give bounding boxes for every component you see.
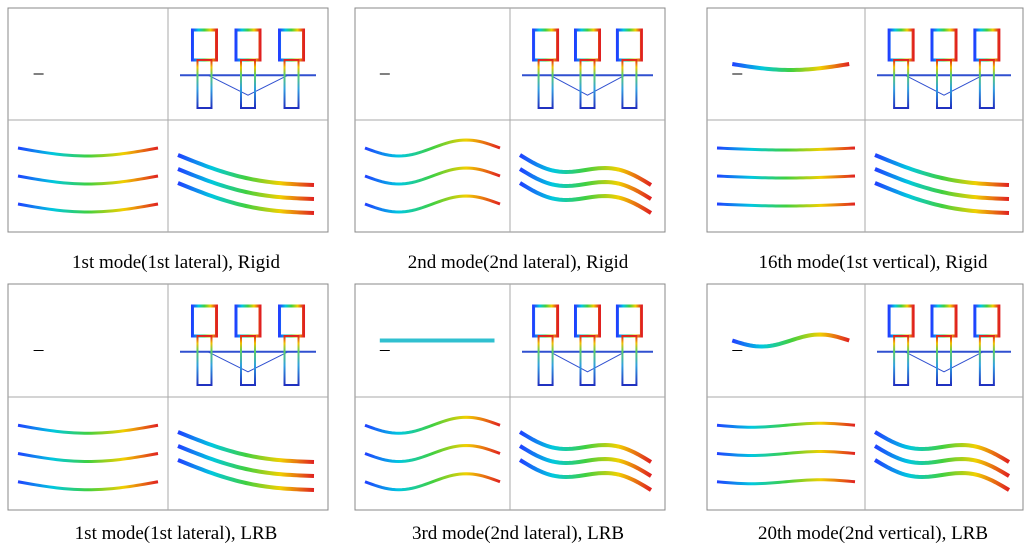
caption: 20th mode(2nd vertical), LRB	[758, 523, 988, 544]
caption: 2nd mode(2nd lateral), Rigid	[408, 252, 629, 273]
caption: 1st mode(1st lateral), Rigid	[72, 252, 280, 273]
caption: 3rd mode(2nd lateral), LRB	[412, 523, 624, 544]
page: {"panels": [ {"caption": "1st mode(1st l…	[0, 0, 1034, 548]
mode-panel: 16th mode(1st vertical), Rigid	[707, 8, 1023, 273]
mode-panel: 20th mode(2nd vertical), LRB	[707, 284, 1023, 544]
caption: 1st mode(1st lateral), LRB	[75, 523, 278, 544]
mode-panel: 1st mode(1st lateral), Rigid	[8, 8, 328, 273]
mode-panel: 1st mode(1st lateral), LRB	[8, 284, 328, 544]
mode-panel: 3rd mode(2nd lateral), LRB	[355, 284, 665, 544]
caption: 16th mode(1st vertical), Rigid	[758, 252, 988, 273]
figure: 1st mode(1st lateral), Rigid 2nd mode(2nd…	[0, 0, 1034, 548]
mode-panel: 2nd mode(2nd lateral), Rigid	[355, 8, 665, 273]
